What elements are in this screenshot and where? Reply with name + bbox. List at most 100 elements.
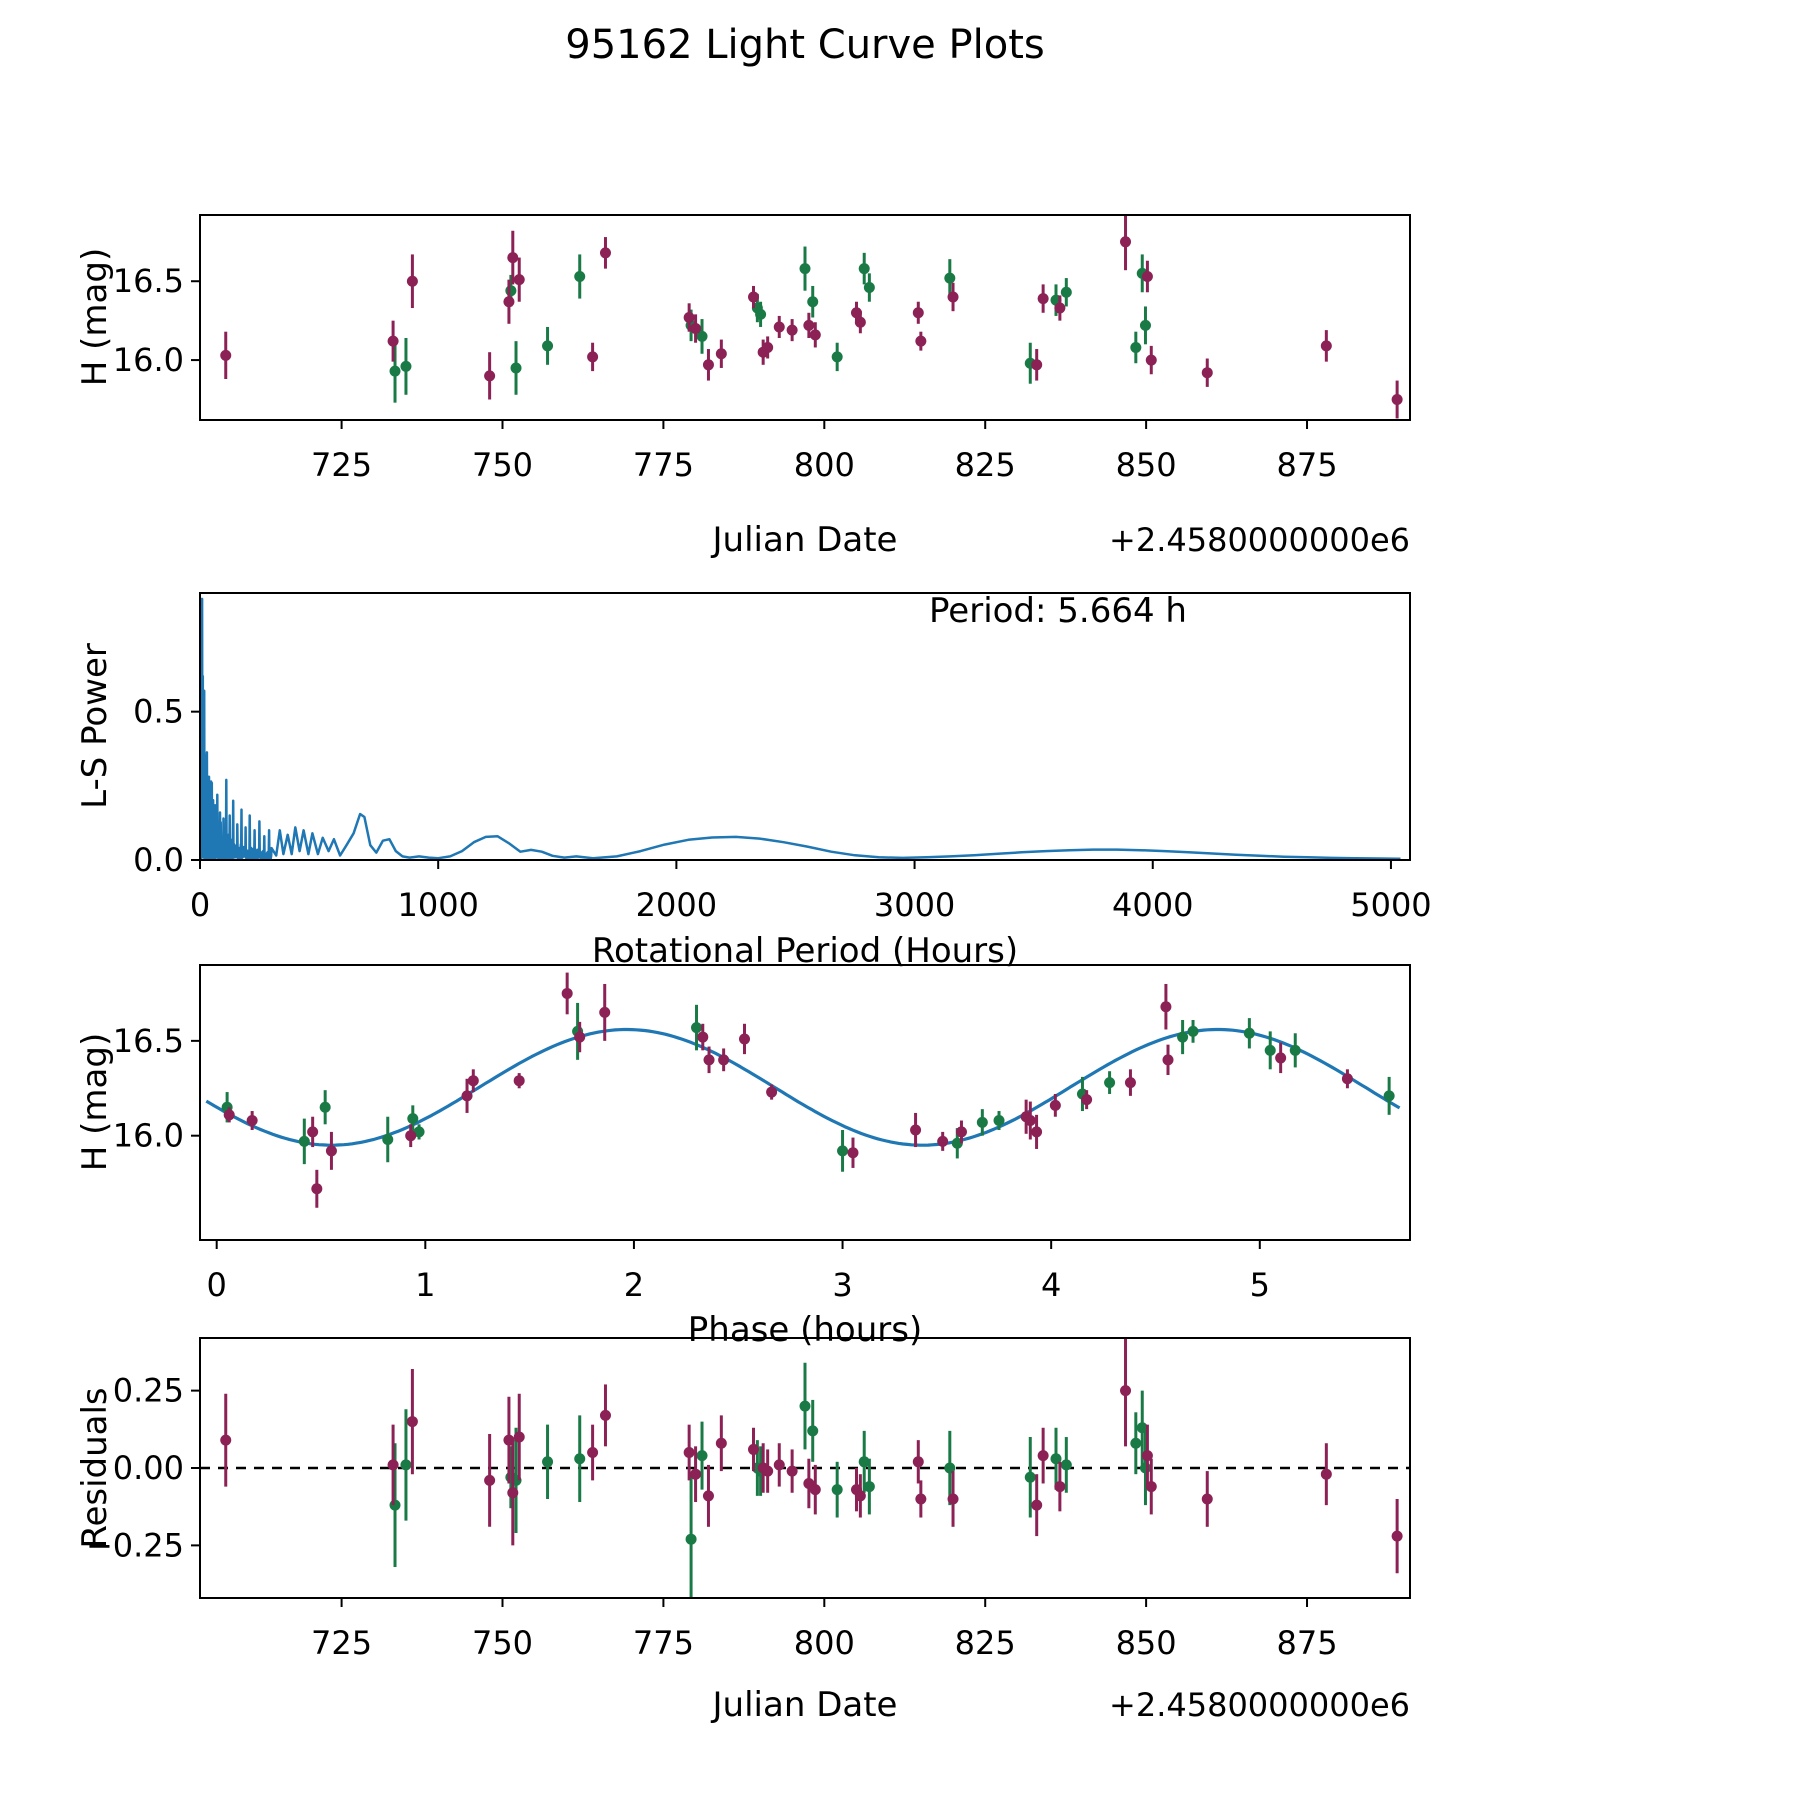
data-point bbox=[1037, 293, 1049, 305]
data-point bbox=[858, 263, 870, 275]
x-tick-label: 2000 bbox=[636, 886, 717, 924]
data-point bbox=[773, 1459, 785, 1471]
data-point bbox=[696, 330, 708, 342]
data-point bbox=[574, 1031, 586, 1043]
data-point bbox=[858, 1456, 870, 1468]
data-point bbox=[407, 1113, 419, 1125]
data-point bbox=[766, 1086, 778, 1098]
data-point bbox=[799, 263, 811, 275]
y-tick-label: 0.5 bbox=[133, 693, 184, 731]
data-point bbox=[513, 1431, 525, 1443]
data-point bbox=[599, 1006, 611, 1018]
figure-title: 95162 Light Curve Plots bbox=[565, 22, 1044, 68]
data-point bbox=[837, 1145, 849, 1157]
periodogram-axes: 0 1000 2000 3000 4000 5000 0.0 0.5 bbox=[133, 592, 1432, 924]
data-point bbox=[1141, 1450, 1153, 1462]
data-point bbox=[1141, 271, 1153, 282]
data-point bbox=[484, 1474, 496, 1486]
data-point bbox=[912, 1456, 924, 1468]
data-point bbox=[319, 1101, 331, 1113]
light-curve-axes: 725 750 775 800 825 850 875 16.0 16.5 bbox=[113, 214, 1411, 484]
y-axis-label-h-mag-phased: H (mag) bbox=[75, 1033, 115, 1171]
data-point bbox=[307, 1126, 319, 1138]
data-point bbox=[405, 1130, 417, 1142]
data-point bbox=[799, 1400, 811, 1412]
data-point bbox=[807, 296, 819, 308]
y-tick-label: 0.00 bbox=[113, 1449, 184, 1487]
data-point bbox=[937, 1135, 949, 1147]
axes-frame bbox=[199, 214, 1411, 421]
data-point bbox=[1120, 236, 1132, 248]
data-point bbox=[755, 308, 767, 320]
x-tick-label: 850 bbox=[1116, 446, 1177, 484]
data-point bbox=[703, 1054, 715, 1066]
data-point bbox=[912, 307, 924, 319]
data-point bbox=[382, 1133, 394, 1145]
data-point bbox=[1060, 1459, 1072, 1471]
data-point bbox=[1120, 1385, 1132, 1397]
data-point bbox=[400, 360, 412, 372]
data-point bbox=[298, 1135, 310, 1147]
data-point bbox=[831, 1484, 843, 1496]
data-point bbox=[1289, 1044, 1301, 1056]
data-point bbox=[574, 271, 586, 282]
data-point bbox=[854, 316, 866, 328]
data-point bbox=[1054, 302, 1066, 314]
data-point bbox=[854, 1490, 866, 1502]
x-tick-label: 800 bbox=[794, 1624, 855, 1662]
data-point bbox=[809, 1484, 821, 1496]
x-axis-label-julian-date: Julian Date bbox=[711, 520, 898, 560]
x-axis-offset-text: +2.4580000000e6 bbox=[1109, 521, 1410, 559]
axes-frame bbox=[199, 964, 1411, 1241]
residuals-data bbox=[200, 1338, 1410, 1598]
data-point bbox=[406, 1416, 418, 1428]
data-point bbox=[762, 1465, 774, 1477]
data-point bbox=[696, 1450, 708, 1462]
data-point bbox=[406, 275, 418, 287]
y-tick-label: 0.25 bbox=[113, 1372, 184, 1410]
x-tick-label: 875 bbox=[1276, 446, 1337, 484]
data-point bbox=[748, 291, 760, 303]
data-point bbox=[413, 1126, 425, 1138]
periodogram-curve bbox=[200, 597, 1401, 860]
y-tick-label: 16.0 bbox=[113, 341, 184, 379]
x-tick-label: 775 bbox=[633, 446, 694, 484]
data-point bbox=[1320, 340, 1332, 352]
x-tick-label: 5 bbox=[1250, 1266, 1270, 1304]
data-point bbox=[715, 348, 727, 360]
data-point bbox=[223, 1109, 235, 1121]
data-point bbox=[690, 1468, 702, 1480]
data-point bbox=[1136, 1422, 1148, 1434]
data-point bbox=[773, 321, 785, 333]
data-point bbox=[1391, 1530, 1403, 1542]
x-tick-label: 825 bbox=[955, 1624, 1016, 1662]
panel-residuals: 725 750 775 800 825 850 875 −0.25 0.00 0.25 Resid… bbox=[75, 1337, 1411, 1725]
data-point bbox=[599, 1409, 611, 1421]
x-tick-label: 2 bbox=[624, 1266, 644, 1304]
data-point bbox=[947, 1493, 959, 1505]
x-tick-label: 1 bbox=[415, 1266, 435, 1304]
x-tick-label: 3000 bbox=[874, 886, 955, 924]
data-point bbox=[505, 285, 517, 297]
x-tick-label: 0 bbox=[190, 886, 210, 924]
data-point bbox=[715, 1437, 727, 1449]
data-point bbox=[507, 1487, 519, 1499]
data-point bbox=[599, 247, 611, 259]
x-tick-label: 1000 bbox=[397, 886, 478, 924]
data-point bbox=[1145, 354, 1157, 366]
x-tick-label: 750 bbox=[472, 446, 533, 484]
data-point bbox=[542, 1456, 554, 1468]
data-point bbox=[944, 1462, 956, 1474]
x-tick-label: 825 bbox=[955, 446, 1016, 484]
data-point bbox=[1264, 1044, 1276, 1056]
data-point bbox=[847, 1147, 859, 1159]
data-point bbox=[467, 1075, 479, 1087]
data-point bbox=[762, 341, 774, 353]
y-axis-label-residuals: Residuals bbox=[75, 1387, 115, 1548]
y-axis-label-ls-power: L-S Power bbox=[75, 643, 115, 809]
x-axis-label-phase: Phase (hours) bbox=[688, 1310, 922, 1350]
data-point bbox=[1130, 1437, 1142, 1449]
data-point bbox=[1104, 1077, 1116, 1089]
